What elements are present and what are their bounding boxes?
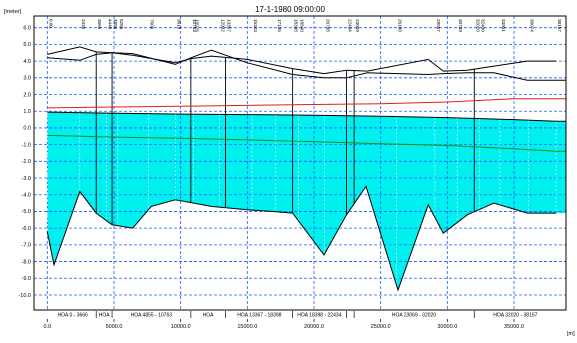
y-tick-label-15: -9.0	[22, 276, 31, 282]
series-line-left-bank	[47, 46, 557, 75]
cross-section-label-3: 4448	[108, 19, 113, 30]
x-tick-label-4: 20000.0	[304, 324, 324, 330]
cross-section-label-10: 12902	[220, 19, 225, 32]
water-area	[47, 112, 567, 290]
plot-frame-layer	[33, 15, 567, 311]
y-tick-label-12: -6.0	[22, 226, 31, 232]
axis-labels-layer: 6.0 5.0 4.0 3.0 2.0 1.0 0.0 -1.0 -2.0 -3.0 -4.0 -5.…	[18, 25, 523, 330]
cross-section-label-11: 13367	[227, 19, 232, 32]
series-line-red-line	[47, 98, 566, 109]
cross-section-label-14: 18398	[294, 19, 299, 32]
cross-section-label-18: 23009	[355, 19, 360, 32]
cross-section-label-4: 4855	[113, 19, 118, 30]
x-tick-label-7: 35000.0	[504, 324, 524, 330]
x-axis-unit-label: [m]	[567, 331, 575, 337]
cross-section-label-7: 9619	[177, 19, 182, 30]
series-line-right-bank	[47, 49, 566, 81]
y-tick-label-9: -3.0	[22, 176, 31, 182]
cross-section-label-9: 10976	[195, 19, 200, 32]
grid-layer	[34, 16, 566, 310]
y-tick-label-5: 1.0	[23, 109, 31, 115]
reach-band-layer: HOA 0 - 3666 HOA HOA 4855 - 10763 HOA HOA 13…	[58, 311, 538, 319]
cross-section-label-1: 2435	[81, 19, 86, 30]
cross-section-label-0: 0.00	[48, 19, 53, 28]
y-tick-label-3: 3.0	[23, 76, 31, 82]
cross-section-label-24: 33951	[501, 19, 506, 32]
cross-section-label-21: 30739	[458, 19, 463, 32]
cross-section-label-8: 10763	[192, 19, 197, 32]
reach-label-0: HOA 0 - 3666	[58, 313, 89, 319]
cross-section-label-2: 3666	[97, 19, 102, 30]
x-tick-label-6: 30000.0	[437, 324, 457, 330]
cross-section-label-23: 32400	[480, 19, 485, 32]
water-area-layer	[47, 112, 567, 290]
cross-section-labels-layer: 0.00 2435 3666 4448 4855 5285 7600 9619 10763109…	[48, 19, 562, 32]
cross-section-label-19: 26180	[397, 19, 402, 32]
reach-label-5: HOA 18398 - 22434	[297, 313, 341, 319]
reach-label-4: HOA 13367 - 18398	[237, 313, 281, 319]
cross-section-label-5: 5285	[119, 19, 124, 30]
reach-label-6: HOA 23069 - 32020	[392, 313, 436, 319]
y-tick-label-0: 6.0	[23, 25, 31, 31]
cross-section-label-12: 15343	[253, 19, 258, 32]
cross-section-label-26: 38157	[557, 19, 562, 32]
y-tick-label-6: 0.0	[23, 126, 31, 132]
reach-label-7: HOA 32020 - 38157	[493, 313, 537, 319]
cross-section-label-17: 22434	[348, 19, 353, 32]
cross-section-lines-layer	[47, 51, 557, 285]
reach-label-3: HOA	[203, 313, 215, 319]
y-tick-label-2: 4.0	[23, 59, 31, 65]
x-tick-label-5: 25000.0	[371, 324, 391, 330]
y-tick-label-11: -5.0	[22, 209, 31, 215]
y-tick-label-13: -7.0	[22, 243, 31, 249]
cross-section-label-16: 20788	[326, 19, 331, 32]
y-tick-label-14: -8.0	[22, 259, 31, 265]
cross-section-label-15: 18840	[300, 19, 305, 32]
y-tick-label-10: -4.0	[22, 193, 31, 199]
cross-section-label-6: 7600	[150, 19, 155, 30]
series-line-green-line	[47, 134, 566, 152]
x-tick-label-1: 5000.0	[106, 324, 123, 330]
y-tick-label-4: 2.0	[23, 92, 31, 98]
series-line-bed	[46, 185, 557, 292]
y-tick-label-1: 5.0	[23, 42, 31, 48]
series-layer	[46, 46, 566, 292]
y-axis-unit-label: [meter]	[4, 9, 22, 15]
cross-section-label-25: 36074	[529, 19, 534, 32]
cross-section-label-13: 17135	[277, 19, 282, 32]
reach-label-1: HOA	[99, 313, 111, 319]
x-tick-label-0: 0.0	[44, 324, 52, 330]
cross-section-label-20: 29067	[436, 19, 441, 32]
y-tick-label-7: -1.0	[22, 142, 31, 148]
y-tick-label-8: -2.0	[22, 159, 31, 165]
series-line-water-surface	[47, 111, 566, 122]
reach-label-2: HOA 4855 - 10763	[131, 313, 173, 319]
cross-section-label-22: 32020	[475, 19, 480, 32]
plot-frame	[33, 15, 567, 311]
x-tick-label-3: 15000.0	[237, 324, 257, 330]
x-tick-label-2: 10000.0	[171, 324, 191, 330]
chart-title: 17-1-1980 09:00:00	[255, 5, 325, 14]
y-tick-label-16: -10.0	[18, 293, 31, 299]
